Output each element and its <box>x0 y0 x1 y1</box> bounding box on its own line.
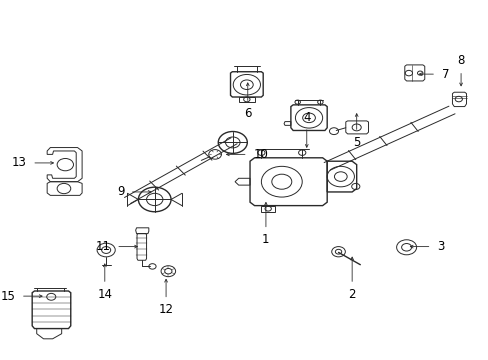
Text: 9: 9 <box>117 185 124 198</box>
Text: 1: 1 <box>262 233 269 246</box>
Text: 11: 11 <box>96 240 110 253</box>
Text: 14: 14 <box>97 288 112 301</box>
Text: 3: 3 <box>436 240 444 253</box>
Text: 13: 13 <box>12 157 27 170</box>
Text: 7: 7 <box>441 68 448 81</box>
Text: 12: 12 <box>158 303 173 316</box>
Text: 6: 6 <box>244 107 251 120</box>
Text: 5: 5 <box>352 136 360 149</box>
Text: 15: 15 <box>0 290 15 303</box>
Text: 2: 2 <box>347 288 355 301</box>
Text: 10: 10 <box>253 148 267 161</box>
Text: 4: 4 <box>303 111 310 123</box>
Text: 8: 8 <box>456 54 464 67</box>
